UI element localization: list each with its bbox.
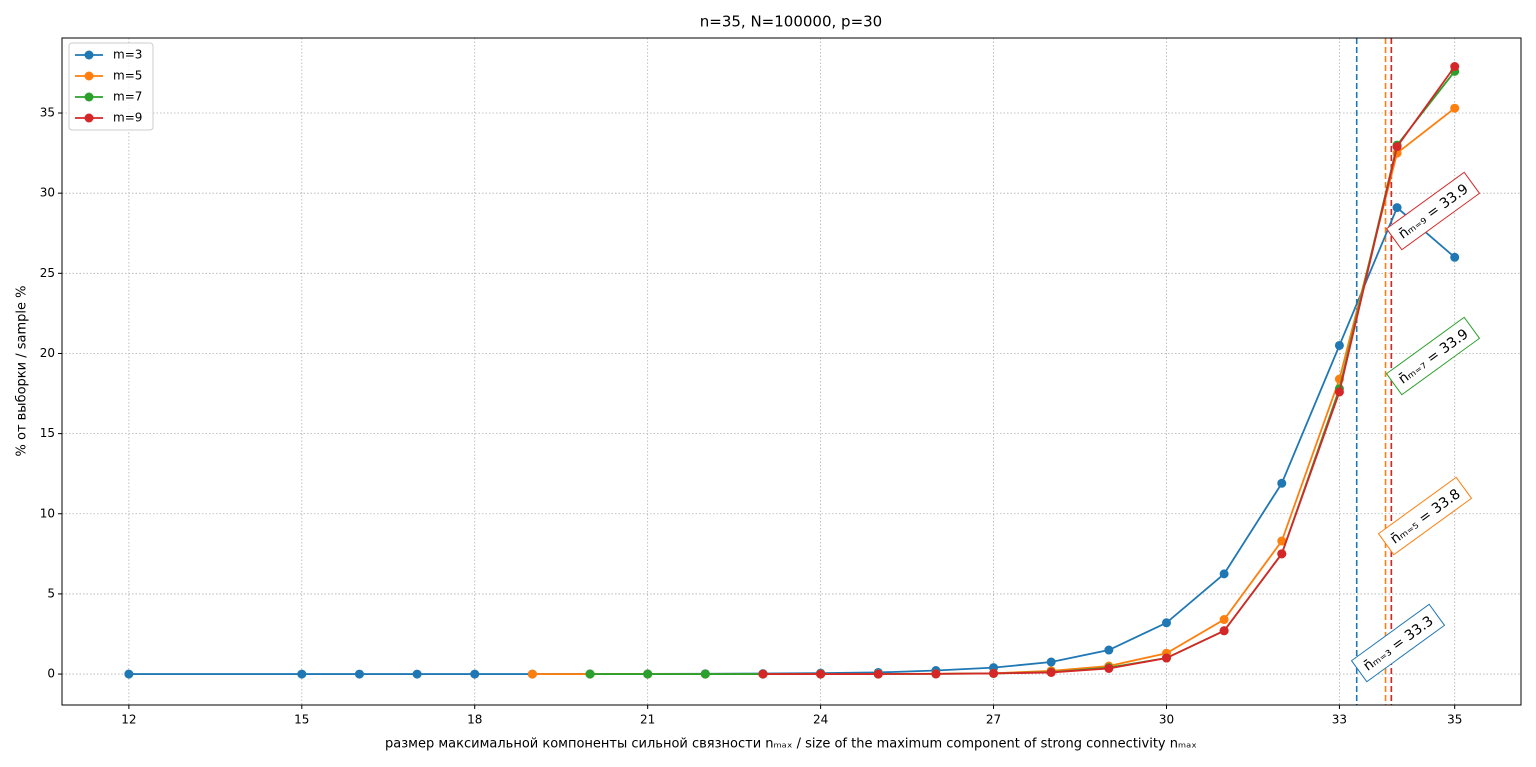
point (1450, 62, 1460, 72)
annotation: n̄ₘ₌₅ = 33.8 (1377, 476, 1473, 556)
point (1277, 478, 1287, 488)
point (873, 669, 883, 679)
point (1161, 653, 1171, 663)
point (1277, 549, 1287, 559)
x-tick-label: 35 (1447, 713, 1462, 727)
point (470, 669, 480, 679)
point (527, 669, 537, 679)
point (585, 669, 595, 679)
chart-title: n=35, N=100000, p=30 (700, 13, 882, 31)
point (1392, 142, 1402, 152)
point (124, 669, 134, 679)
y-tick-label: 35 (40, 106, 55, 120)
x-tick-label: 27 (986, 713, 1001, 727)
series-line (590, 70, 1456, 675)
x-tick-label: 15 (294, 713, 309, 727)
annotation-text: n̄ₘ₌₅ = 33.8 (1388, 486, 1464, 547)
annotation: n̄ₘ₌₇ = 33.9 (1385, 316, 1481, 396)
point (816, 669, 826, 679)
y-tick-label: 25 (40, 266, 55, 280)
point (1334, 340, 1344, 350)
point (1450, 252, 1460, 262)
legend-marker (84, 50, 94, 60)
legend: m=3 m=5 m=7 m=9 (68, 42, 154, 131)
point (1334, 387, 1344, 397)
point (931, 669, 941, 679)
series-line (762, 66, 1456, 675)
point (1450, 103, 1460, 113)
annotation-text: n̄ₘ₌₇ = 33.9 (1396, 326, 1472, 387)
x-tick-label: 30 (1159, 713, 1174, 727)
x-tick-label: 12 (121, 713, 136, 727)
y-tick-label: 10 (40, 506, 55, 520)
point (700, 669, 710, 679)
annotation-box (1385, 316, 1481, 396)
annotation-box (1377, 476, 1473, 556)
point (1392, 203, 1402, 213)
point (1219, 569, 1229, 579)
legend-label: m=5 (113, 69, 142, 83)
annotation-box (1350, 603, 1446, 683)
point (758, 669, 768, 679)
y-tick-label: 15 (40, 426, 55, 440)
legend-label: m=7 (113, 90, 142, 104)
point (1219, 615, 1229, 625)
y-tick-label: 0 (47, 667, 55, 681)
point (1104, 645, 1114, 655)
point (297, 669, 307, 679)
legend-marker (84, 92, 94, 102)
point (1046, 657, 1056, 667)
point (1219, 626, 1229, 636)
legend-label: m=9 (113, 111, 142, 125)
point (1046, 667, 1056, 677)
point (354, 669, 364, 679)
y-tick-label: 5 (47, 586, 55, 600)
x-axis-label: размер максимальной компоненты сильной с… (385, 737, 1197, 752)
annotation-box (1385, 171, 1481, 251)
point (989, 668, 999, 678)
point (1277, 536, 1287, 546)
point (643, 669, 653, 679)
annotation: n̄ₘ₌₃ = 33.3 (1350, 603, 1446, 683)
y-tick-label: 30 (40, 186, 55, 200)
legend-marker (84, 71, 94, 81)
legend-box (68, 42, 154, 131)
x-tick-label: 24 (813, 713, 828, 727)
x-tick-label: 18 (467, 713, 482, 727)
y-axis-label: % от выборки / sample % (15, 286, 30, 457)
y-tick-label: 20 (40, 346, 55, 360)
legend-label: m=3 (113, 48, 142, 62)
x-tick-label: 33 (1332, 713, 1347, 727)
legend-marker (84, 113, 94, 123)
point (1104, 663, 1114, 673)
annotation-text: n̄ₘ₌₉ = 33.9 (1396, 181, 1472, 242)
point (412, 669, 422, 679)
point (1161, 618, 1171, 628)
plot-frame (61, 37, 1522, 706)
series-line (128, 206, 1456, 675)
x-tick-label: 21 (640, 713, 655, 727)
annotation-text: n̄ₘ₌₃ = 33.3 (1361, 613, 1437, 674)
